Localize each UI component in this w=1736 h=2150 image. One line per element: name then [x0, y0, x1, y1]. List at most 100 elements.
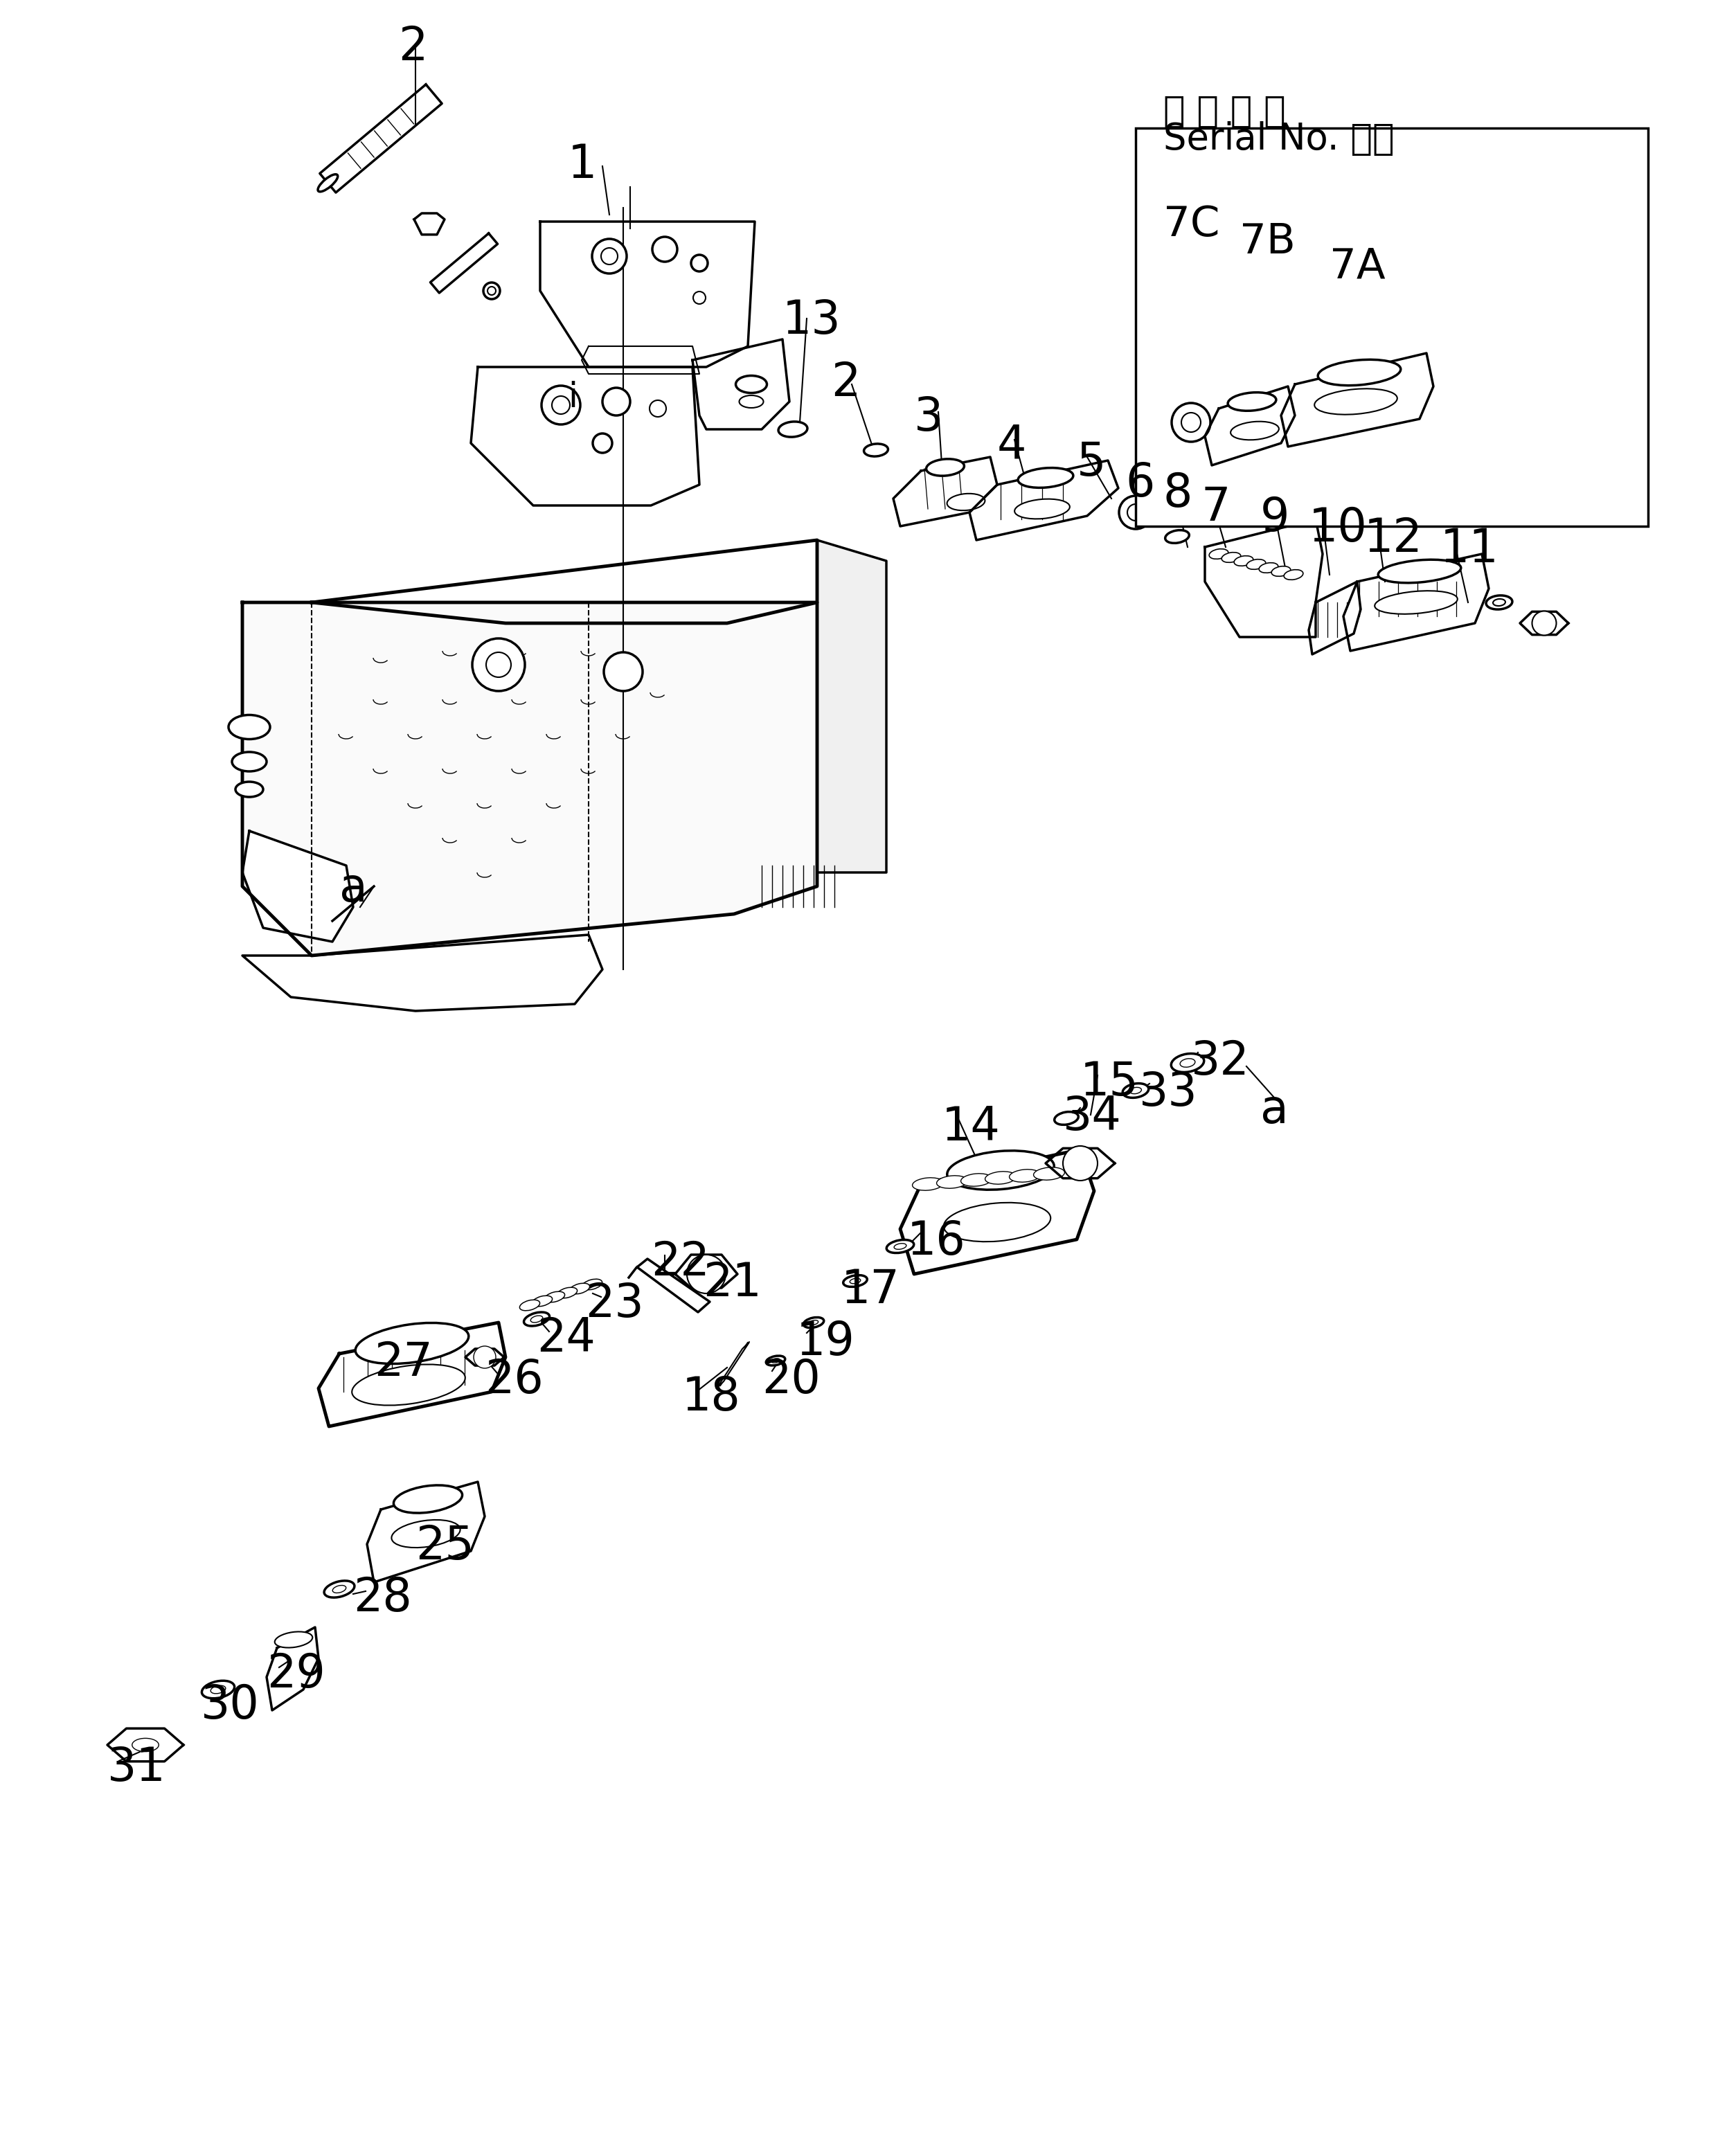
Text: 33: 33: [1139, 1071, 1198, 1116]
Text: 7C: 7C: [1163, 204, 1220, 245]
Ellipse shape: [210, 1686, 226, 1694]
Polygon shape: [717, 1342, 750, 1389]
Ellipse shape: [1017, 469, 1073, 488]
Ellipse shape: [569, 1284, 590, 1294]
Text: a: a: [1260, 1088, 1288, 1133]
Ellipse shape: [524, 1312, 550, 1327]
Circle shape: [1120, 497, 1153, 529]
Circle shape: [552, 396, 569, 415]
Text: 24: 24: [536, 1316, 595, 1361]
Text: 30: 30: [201, 1683, 259, 1729]
Text: 7A: 7A: [1330, 245, 1385, 286]
Ellipse shape: [236, 783, 264, 798]
Ellipse shape: [1172, 1054, 1205, 1073]
Polygon shape: [465, 1348, 503, 1365]
Ellipse shape: [519, 1301, 540, 1312]
Ellipse shape: [1318, 359, 1401, 385]
Circle shape: [488, 286, 496, 295]
Text: 20: 20: [762, 1357, 821, 1402]
Text: 1: 1: [568, 142, 597, 187]
Polygon shape: [319, 84, 443, 193]
Polygon shape: [311, 540, 818, 623]
Ellipse shape: [132, 1737, 158, 1752]
Text: 8: 8: [1163, 471, 1193, 516]
Polygon shape: [1045, 1148, 1115, 1178]
Polygon shape: [243, 602, 818, 955]
Ellipse shape: [1378, 559, 1462, 583]
Circle shape: [691, 256, 708, 271]
Circle shape: [649, 400, 667, 417]
Ellipse shape: [960, 1174, 991, 1187]
Ellipse shape: [1234, 557, 1253, 565]
Circle shape: [474, 1346, 496, 1367]
Circle shape: [592, 434, 613, 454]
Ellipse shape: [545, 1292, 564, 1303]
Text: 12: 12: [1364, 516, 1424, 561]
Ellipse shape: [582, 1279, 602, 1290]
Polygon shape: [969, 460, 1118, 540]
Text: 13: 13: [783, 297, 842, 344]
Ellipse shape: [1285, 570, 1304, 580]
Text: 17: 17: [842, 1266, 899, 1314]
Ellipse shape: [318, 174, 339, 191]
Circle shape: [604, 651, 642, 690]
Ellipse shape: [894, 1243, 906, 1249]
Ellipse shape: [1033, 1167, 1064, 1180]
Ellipse shape: [1130, 1088, 1142, 1094]
Ellipse shape: [352, 1365, 465, 1406]
Text: 2: 2: [398, 24, 427, 71]
Text: 21: 21: [703, 1260, 762, 1305]
Text: 25: 25: [415, 1524, 474, 1569]
Circle shape: [542, 385, 580, 424]
Ellipse shape: [809, 1320, 818, 1324]
Text: 22: 22: [651, 1238, 710, 1286]
Polygon shape: [540, 221, 755, 368]
Circle shape: [602, 387, 630, 415]
Ellipse shape: [1180, 1058, 1194, 1066]
Text: 32: 32: [1191, 1038, 1250, 1084]
Ellipse shape: [274, 1632, 312, 1647]
Circle shape: [1180, 413, 1201, 432]
Ellipse shape: [201, 1681, 234, 1698]
Polygon shape: [582, 346, 700, 374]
Polygon shape: [901, 1150, 1094, 1275]
Ellipse shape: [1054, 1112, 1078, 1124]
Text: 3: 3: [915, 396, 943, 441]
Circle shape: [601, 247, 618, 264]
Text: 26: 26: [484, 1357, 543, 1402]
Ellipse shape: [1014, 499, 1069, 518]
Polygon shape: [1344, 555, 1489, 651]
Ellipse shape: [1271, 565, 1290, 576]
Text: a: a: [339, 866, 368, 912]
Text: 29: 29: [267, 1651, 325, 1696]
Ellipse shape: [233, 752, 267, 772]
Ellipse shape: [1314, 389, 1397, 415]
Ellipse shape: [766, 1357, 785, 1365]
Polygon shape: [1205, 520, 1323, 636]
Polygon shape: [1521, 611, 1568, 634]
Text: 16: 16: [908, 1219, 965, 1264]
Polygon shape: [243, 935, 602, 1010]
Text: 23: 23: [585, 1281, 644, 1327]
Text: 34: 34: [1062, 1094, 1121, 1140]
Text: 14: 14: [941, 1105, 1000, 1150]
Polygon shape: [1309, 583, 1361, 654]
Text: 27: 27: [373, 1339, 432, 1385]
Polygon shape: [318, 1322, 505, 1425]
Ellipse shape: [913, 1178, 943, 1191]
Text: 28: 28: [352, 1576, 411, 1621]
Polygon shape: [1205, 387, 1295, 464]
Ellipse shape: [533, 1296, 552, 1307]
Ellipse shape: [1259, 563, 1278, 572]
Ellipse shape: [887, 1241, 913, 1253]
Ellipse shape: [1165, 531, 1189, 544]
Ellipse shape: [333, 1585, 345, 1593]
Text: 7: 7: [1201, 484, 1231, 531]
Ellipse shape: [1375, 591, 1458, 615]
Circle shape: [687, 1256, 726, 1294]
Circle shape: [1062, 1146, 1097, 1180]
Polygon shape: [637, 1260, 710, 1312]
Polygon shape: [108, 1729, 184, 1761]
Ellipse shape: [1231, 421, 1279, 441]
Text: 9: 9: [1260, 494, 1290, 542]
